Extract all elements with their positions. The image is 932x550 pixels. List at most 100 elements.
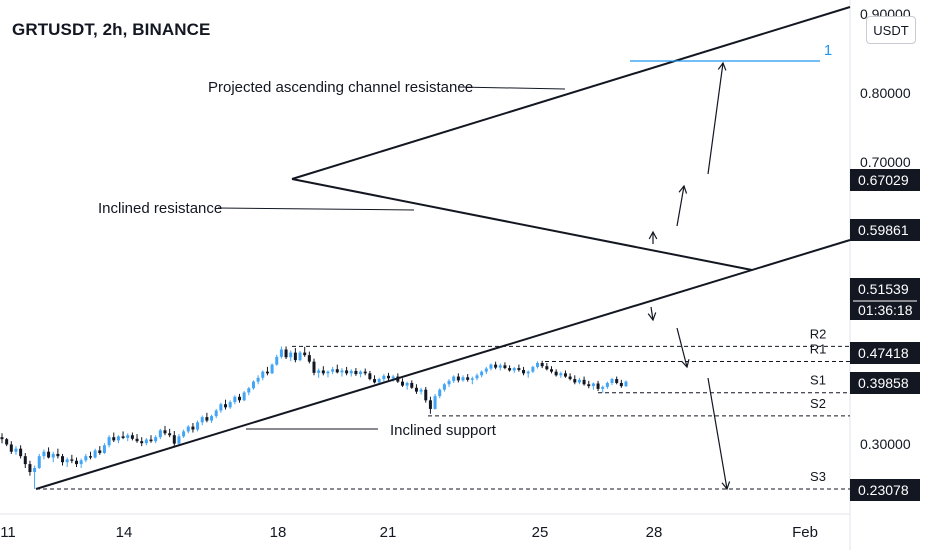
candle (596, 380, 600, 392)
x-tick-label: 11 (0, 524, 16, 541)
candle (70, 454, 74, 464)
annotation-projected-resistance: Projected ascending channel resistance (208, 79, 473, 96)
candle (321, 366, 325, 376)
arrow-up-1 (648, 230, 658, 244)
candle (214, 408, 218, 419)
arrow-down-3 (707, 377, 731, 491)
candle (14, 446, 18, 455)
svg-text:0.51539: 0.51539 (858, 281, 909, 297)
candle (261, 370, 265, 381)
candle (126, 433, 130, 442)
candle (549, 366, 553, 374)
candle (121, 431, 125, 440)
candle (610, 377, 614, 386)
candle (503, 362, 507, 370)
candle (182, 429, 186, 438)
level-label-r2: R2 (810, 326, 827, 341)
candle (144, 437, 148, 446)
arrow-up-3 (707, 61, 727, 175)
candle (107, 435, 111, 448)
candle (219, 402, 223, 413)
candle (591, 382, 595, 390)
candle (51, 451, 55, 463)
price-tag: 0.51539 01:36:18 (850, 278, 920, 320)
bar-countdown: 01:36:18 (858, 302, 913, 318)
candle (307, 351, 311, 364)
candle (247, 386, 251, 396)
candle (19, 445, 23, 459)
candle (270, 363, 274, 375)
candle (400, 378, 404, 387)
price-tag: 0.59861 (850, 219, 920, 241)
candle (414, 384, 418, 394)
candle (433, 393, 437, 410)
candle (61, 453, 65, 466)
candle (177, 434, 181, 446)
x-tick-label: Feb (792, 524, 818, 541)
candle (619, 379, 623, 388)
annotation-leader (217, 207, 415, 211)
candle (172, 431, 176, 447)
candle (275, 354, 279, 366)
annotation-inclined-support: Inclined support (390, 422, 497, 439)
time-scale: 11 14 18 21 25 28 Feb (0, 524, 818, 541)
candle (158, 428, 162, 440)
candle (326, 370, 330, 378)
candle (410, 380, 414, 389)
x-tick-label: 28 (646, 524, 663, 541)
candle (568, 373, 572, 381)
candle (359, 370, 363, 378)
candle (79, 458, 83, 469)
candle (447, 379, 451, 387)
candle (419, 387, 423, 395)
candle (470, 376, 474, 385)
plot-area (0, 0, 850, 514)
candle (577, 377, 581, 385)
candle (484, 366, 488, 375)
candle (200, 415, 204, 426)
candle (312, 358, 316, 376)
candle (75, 457, 79, 468)
candle (368, 370, 372, 381)
candle (335, 364, 339, 374)
price-tag: 0.23078 (850, 479, 920, 501)
candle (168, 428, 172, 438)
candle (522, 366, 526, 376)
candle (289, 350, 293, 362)
projected-channel-resistance-line (291, 6, 851, 180)
candle (531, 365, 535, 373)
candle (88, 451, 92, 460)
candle (42, 449, 46, 460)
candle (405, 381, 409, 390)
candle (480, 370, 484, 378)
candle (47, 447, 51, 459)
candle (228, 400, 232, 409)
candle (23, 453, 27, 469)
price-tag: 0.39858 (850, 372, 920, 394)
candle (224, 399, 228, 410)
candle (554, 369, 558, 377)
svg-text:0.67029: 0.67029 (858, 172, 909, 188)
candle (498, 363, 502, 371)
candle (93, 448, 97, 459)
candle (582, 376, 586, 386)
target-label: 1 (824, 42, 832, 59)
arrow-down-2 (676, 327, 690, 369)
candle (265, 366, 269, 376)
svg-text:0.39858: 0.39858 (858, 375, 909, 391)
candle (191, 423, 195, 433)
candle (545, 363, 549, 371)
y-tick-label: 0.80000 (860, 85, 911, 101)
candle (349, 369, 353, 377)
candle (28, 460, 32, 476)
candle (135, 434, 139, 443)
candle (466, 374, 470, 382)
candle (536, 361, 540, 369)
candle (456, 373, 460, 383)
price-scale: 0.900000.800000.700000.300000.670290.598… (850, 6, 920, 501)
candle (587, 380, 591, 389)
candle (242, 391, 246, 402)
currency-unit-button[interactable]: USDT (866, 16, 916, 44)
candle (149, 435, 153, 443)
